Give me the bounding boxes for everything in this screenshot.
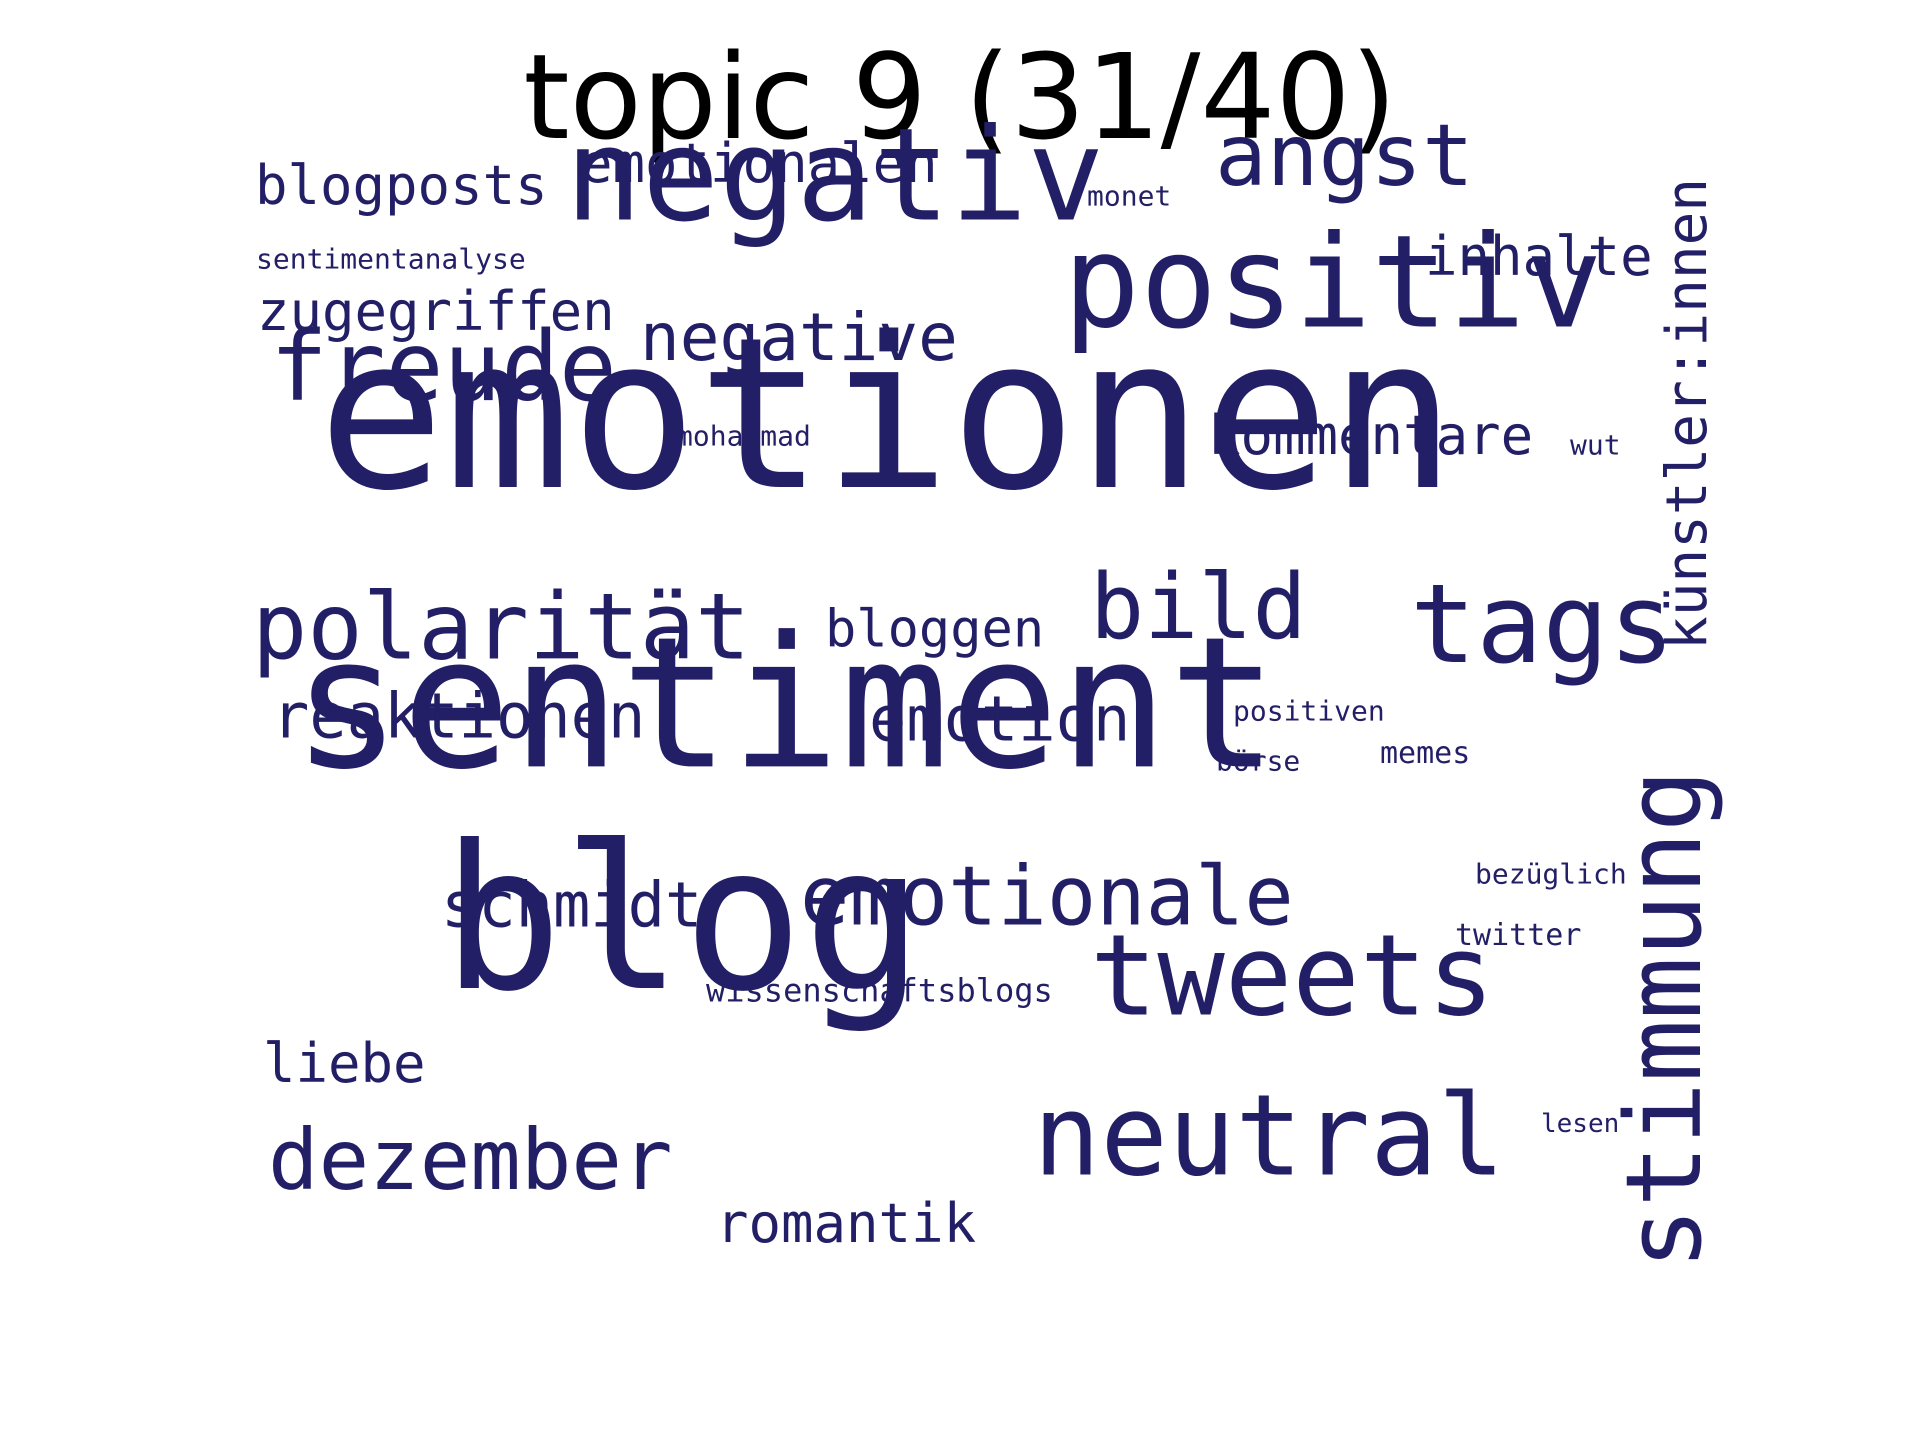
word-inhalte: inhalte — [1425, 224, 1653, 288]
word-emotionale: emotionale — [800, 849, 1294, 945]
word-blogposts: blogposts — [255, 153, 548, 217]
word-blog: blog — [442, 803, 924, 1036]
word-positiven: positiven — [1233, 694, 1385, 728]
word-emotionalen: emotionalen — [580, 131, 938, 195]
word-bloggen: bloggen — [825, 599, 1045, 660]
chart-title: topic 9 (31/40) — [523, 28, 1397, 166]
word-romantik: romantik — [716, 1191, 977, 1255]
word-wut: wut — [1570, 428, 1621, 462]
word-freude: freude — [270, 311, 617, 424]
word-negativ: negativ — [565, 101, 1105, 251]
word-mohammad: mohammad — [676, 419, 811, 453]
word-stimmung: stimmung — [1603, 769, 1725, 1270]
word-positiv: positiv — [1063, 208, 1603, 358]
word-sentimentanalyse: sentimentanalyse — [256, 242, 526, 276]
word-bezüglich: bezüglich — [1475, 857, 1627, 891]
word-dezember: dezember — [268, 1110, 673, 1209]
word-kommentare: kommentare — [1208, 403, 1534, 467]
word-emotionen: emotionen — [318, 292, 1456, 537]
word-memes: memes — [1380, 736, 1471, 771]
word-lesen: lesen — [1541, 1109, 1620, 1140]
word-angst: angst — [1215, 106, 1474, 207]
word-börse: börse — [1216, 744, 1301, 778]
word-reaktionen: reaktionen — [272, 679, 646, 753]
word-sentiment: sentiment — [292, 597, 1279, 810]
word-künstler-innen: künstler:innen — [1655, 177, 1720, 650]
word-tweets: tweets — [1090, 911, 1495, 1042]
word-bild: bild — [1090, 555, 1307, 660]
word-emotion: emotion — [869, 682, 1131, 756]
word-monet: monet — [1087, 179, 1172, 213]
word-polarität: polarität — [252, 573, 751, 681]
word-negative: negative — [640, 299, 958, 377]
word-schmidt: schmidt — [441, 868, 703, 942]
word-tags: tags — [1410, 560, 1675, 688]
word-zugegriffen: zugegriffen — [257, 279, 615, 343]
word-liebe: liebe — [263, 1031, 426, 1095]
word-twitter: twitter — [1455, 918, 1582, 953]
word-neutral: neutral — [1033, 1071, 1506, 1202]
word-wissenschaftsblogs: wissenschaftsblogs — [706, 971, 1053, 1010]
